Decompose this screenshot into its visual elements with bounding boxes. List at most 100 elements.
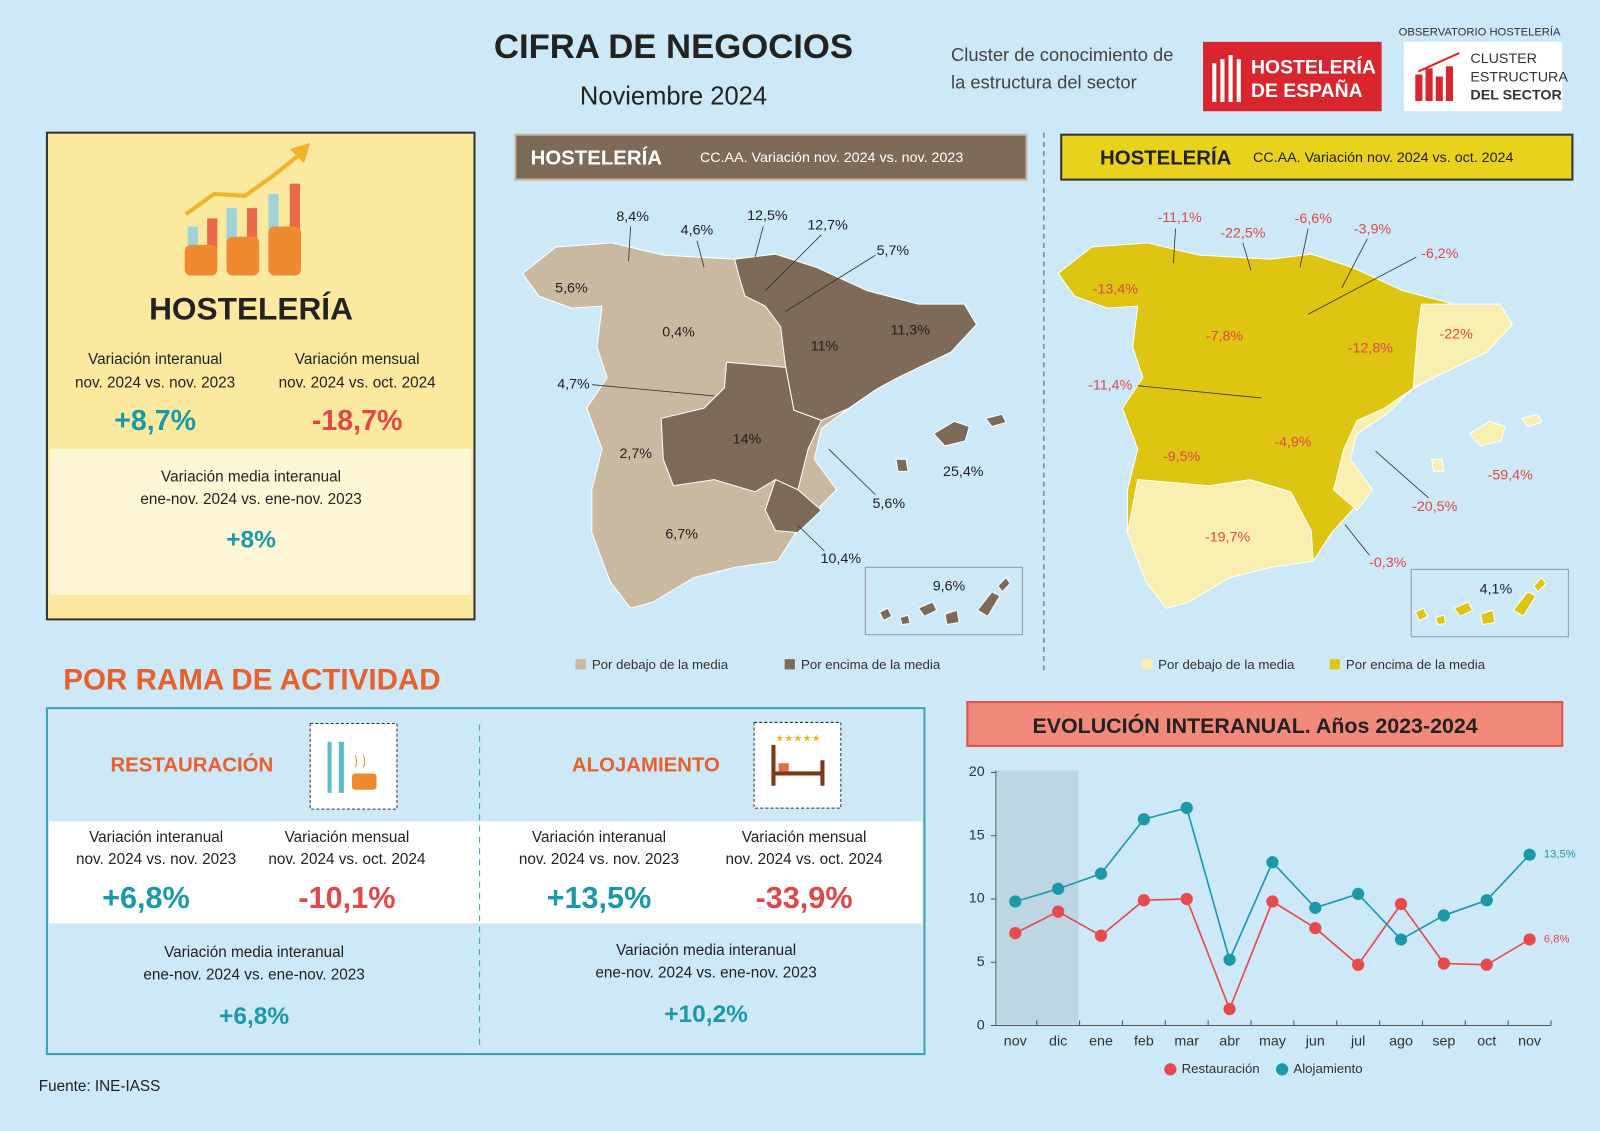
- icon-box: [753, 721, 842, 809]
- region-label: 2,7%: [619, 446, 652, 462]
- point: [1437, 957, 1450, 970]
- region-label: -19,7%: [1205, 530, 1251, 546]
- content: CIFRA DE NEGOCIOS Noviembre 2024 Cluster…: [39, 26, 1576, 1095]
- kpi-label: Variación interanual: [532, 829, 666, 846]
- region-label: 4,6%: [681, 222, 714, 238]
- tagline: la estructura del sector: [951, 72, 1137, 93]
- map-subtitle: CC.AA. Variación nov. 2024 vs. oct. 2024: [1253, 150, 1513, 166]
- point: [1523, 933, 1536, 946]
- region-label: 4,7%: [557, 376, 590, 392]
- point: [1394, 933, 1408, 946]
- kpi-label: nov. 2024 vs. nov. 2023: [75, 375, 235, 392]
- kpi-label: ene-nov. 2024 vs. ene-nov. 2023: [140, 491, 361, 508]
- source: Fuente: INE-IASS: [39, 1078, 161, 1095]
- map-title: HOSTELERÍA: [1100, 147, 1232, 170]
- legend-swatch: [1329, 659, 1340, 670]
- point: [1052, 882, 1065, 895]
- kpi-value: +10,2%: [664, 1001, 748, 1028]
- point: [1480, 958, 1493, 971]
- legend-label: Por encima de la media: [801, 657, 941, 672]
- kpi-label: nov. 2024 vs. nov. 2023: [519, 851, 679, 868]
- tagline: Cluster de conocimiento de: [951, 44, 1173, 65]
- map-header: [1060, 133, 1574, 181]
- kpi-label: nov. 2024 vs. oct. 2024: [268, 851, 426, 868]
- region-label: 12,7%: [807, 217, 848, 233]
- point: [1394, 897, 1408, 911]
- kpi-value: -10,1%: [298, 881, 395, 915]
- x-tick-label: sep: [1432, 1034, 1455, 1050]
- bed-icon: ★★★★★: [771, 733, 825, 786]
- region-label: 25,4%: [943, 464, 984, 480]
- region-label: -22%: [1439, 326, 1473, 342]
- x-tick-label: nov: [1004, 1034, 1028, 1050]
- region-label: -0,3%: [1369, 555, 1407, 571]
- region-label: 12,5%: [747, 208, 788, 224]
- legend-marker: [1276, 1063, 1289, 1076]
- legend-label: Por encima de la media: [1346, 657, 1486, 672]
- legend-swatch: [784, 659, 795, 670]
- x-tick-label: mar: [1174, 1034, 1199, 1050]
- kpi-label: nov. 2024 vs. nov. 2023: [76, 851, 236, 868]
- kpi-value: +6,8%: [102, 881, 190, 915]
- icon-box: [309, 722, 398, 810]
- region-label: 5,7%: [877, 243, 910, 259]
- legend-marker: [1164, 1063, 1177, 1076]
- leader-lines: [591, 226, 876, 552]
- logo-text: HOSTELERÍA: [1251, 55, 1376, 78]
- region-label: 0,4%: [662, 324, 695, 340]
- point: [1266, 895, 1279, 908]
- region-label: -6,2%: [1421, 246, 1459, 262]
- point: [1437, 909, 1450, 922]
- inset-box: [864, 566, 1023, 636]
- legend-label: Restauración: [1182, 1061, 1260, 1076]
- region-label: 9,6%: [933, 578, 966, 594]
- kpi-label: Variación mensual: [295, 351, 420, 368]
- x-tick-label: nov: [1518, 1034, 1542, 1050]
- region-label: -12,8%: [1348, 341, 1394, 357]
- kpi-label: Variación media interanual: [161, 469, 341, 486]
- region-label: -6,6%: [1295, 211, 1333, 227]
- point: [1266, 856, 1279, 869]
- x-tick-label: abr: [1219, 1034, 1240, 1050]
- point: [1523, 848, 1536, 861]
- kpi-label: nov. 2024 vs. oct. 2024: [726, 851, 884, 868]
- chart-title: EVOLUCIÓN INTERANUAL. Años 2023-2024: [1032, 713, 1477, 738]
- series-line: [1014, 898, 1530, 1012]
- region-label: -13,4%: [1093, 282, 1139, 298]
- region-label: -22,5%: [1220, 225, 1266, 241]
- legend-label: Alojamiento: [1293, 1061, 1362, 1076]
- region-label: 11%: [811, 339, 839, 355]
- inset-box: [1410, 568, 1569, 638]
- chart-header: [966, 701, 1564, 747]
- y-tick-label: 5: [977, 954, 985, 970]
- point: [1180, 801, 1193, 814]
- region-label: 6,7%: [665, 526, 698, 542]
- subtitle: Noviembre 2024: [580, 83, 767, 111]
- value-label: 6,8%: [1544, 933, 1570, 945]
- kpi-label: Variación media interanual: [164, 944, 344, 961]
- y-tick-label: 0: [977, 1017, 985, 1033]
- legend-swatch: [575, 659, 586, 670]
- kpi-label: Variación interanual: [88, 351, 222, 368]
- logo: [1203, 41, 1382, 112]
- point: [1094, 867, 1108, 880]
- point: [1009, 927, 1022, 940]
- point: [1352, 958, 1365, 971]
- y-tick-label: 10: [969, 891, 985, 907]
- kpi-label: Variación media interanual: [616, 942, 796, 959]
- series-line: [1015, 806, 1531, 963]
- y-tick-label: 15: [969, 827, 985, 843]
- kpi-value: -18,7%: [312, 405, 403, 437]
- region-label: 5,6%: [555, 281, 588, 297]
- legend-swatch: [1141, 659, 1153, 670]
- map-title: HOSTELERÍA: [531, 147, 663, 170]
- point: [1052, 905, 1065, 918]
- region-label: 14%: [733, 432, 762, 448]
- x-tick-label: may: [1259, 1034, 1287, 1050]
- region-label: -3,9%: [1354, 221, 1392, 237]
- y-tick-label: 20: [969, 764, 985, 780]
- point: [1309, 901, 1322, 914]
- point: [1223, 1002, 1236, 1016]
- x-tick-label: dic: [1049, 1034, 1067, 1050]
